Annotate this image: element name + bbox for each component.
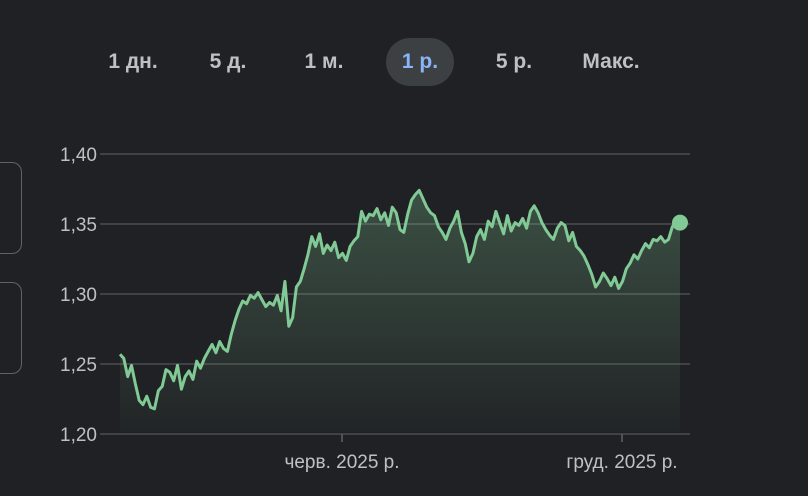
- series-line: [118, 188, 681, 411]
- tab-max[interactable]: Макс.: [582, 50, 640, 73]
- y-tick-label: 1,35: [60, 215, 97, 236]
- x-tick-label: груд. 2025 р.: [566, 452, 677, 473]
- tab-5-days[interactable]: 5 д.: [209, 50, 247, 73]
- y-tick-label: 1,20: [60, 425, 97, 446]
- x-axis-ticks: черв. 2025 р. груд. 2025 р.: [284, 434, 678, 473]
- y-tick-label: 1,30: [60, 285, 97, 306]
- y-tick-label: 1,25: [60, 355, 97, 376]
- tab-1-day[interactable]: 1 дн.: [108, 50, 158, 73]
- tab-1-year[interactable]: 1 р.: [386, 38, 454, 86]
- last-value-dot[interactable]: [672, 214, 688, 231]
- side-panel-box-bottom[interactable]: [0, 282, 22, 374]
- x-tick-label: черв. 2025 р.: [284, 452, 399, 473]
- y-axis-ticks: 1,40 1,35 1,30 1,25 1,20: [60, 145, 97, 446]
- tab-5-years[interactable]: 5 р.: [495, 50, 533, 73]
- series-area: [120, 190, 680, 432]
- side-panel-box-top[interactable]: [0, 162, 22, 254]
- tab-1-month[interactable]: 1 м.: [304, 50, 344, 73]
- y-tick-label: 1,40: [60, 145, 97, 166]
- range-tabs: 1 дн. 5 д. 1 м. 1 р. 5 р. Макс.: [0, 38, 808, 86]
